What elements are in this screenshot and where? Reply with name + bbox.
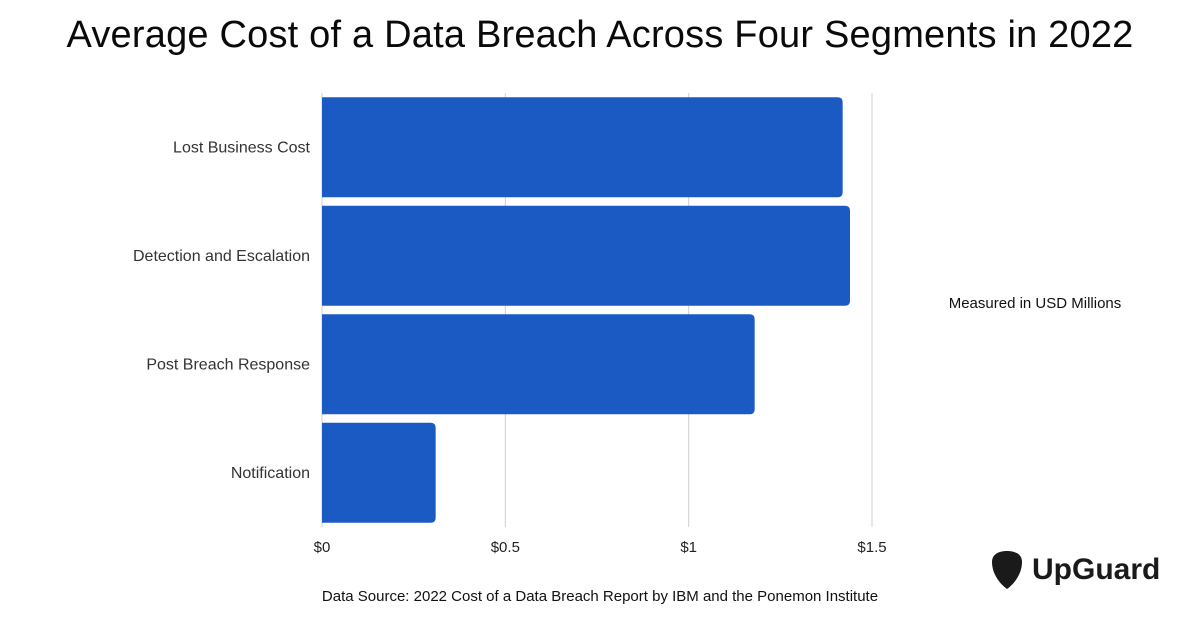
x-tick-label: $1.5 [857,539,886,556]
x-tick-label: $1 [680,539,697,556]
logo-text: UpGuard [1032,553,1161,586]
category-label: Post Breach Response [146,356,310,373]
chart-title: Average Cost of a Data Breach Across Fou… [66,14,1134,56]
x-tick-labels: $0 $0.5 $1 $1.5 [314,539,887,556]
category-label: Lost Business Cost [173,139,311,156]
category-label: Detection and Escalation [133,248,310,265]
x-tick-label: $0 [314,539,331,556]
category-labels: Lost Business Cost Detection and Escalati… [133,139,311,482]
bar [322,205,850,306]
category-label: Notification [231,465,310,482]
upguard-logo: UpGuard [990,550,1160,590]
bars [322,97,850,523]
bar [322,314,755,415]
data-source: Data Source: 2022 Cost of a Data Breach … [321,588,879,605]
upguard-shield-icon [992,551,1022,589]
bar [322,422,436,523]
bar [322,97,843,198]
unit-note: Measured in USD Millions [948,295,1122,312]
x-tick-label: $0.5 [491,539,520,556]
